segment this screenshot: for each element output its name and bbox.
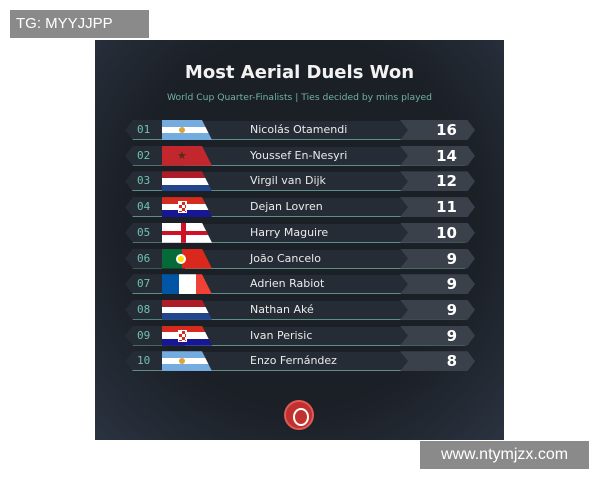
player-name: Enzo Fernández <box>250 354 337 368</box>
table-row: 03 Virgil van Dijk 12 <box>125 171 475 192</box>
row-bar <box>185 352 465 372</box>
rank: 10 <box>137 354 151 368</box>
flag-argentina-icon <box>162 351 212 372</box>
subtitle: World Cup Quarter-Finalists | Ties decid… <box>166 92 433 103</box>
player-name: Nathan Aké <box>250 302 314 316</box>
score-box: 10 <box>400 222 475 243</box>
player-name: Dejan Lovren <box>250 200 323 214</box>
player-name: Ivan Perisic <box>250 328 313 342</box>
score: 16 <box>436 121 457 139</box>
score-box: 12 <box>400 171 475 192</box>
rank: 07 <box>137 277 151 291</box>
player-name: Adrien Rabiot <box>250 277 325 291</box>
score-box: 14 <box>400 145 475 166</box>
score-box: 9 <box>400 299 475 320</box>
flag-croatia-icon <box>162 325 212 346</box>
table-row: 10 Enzo Fernández 8 <box>125 351 475 372</box>
row-bar <box>185 300 465 320</box>
page-title: Most Aerial Duels Won <box>184 62 415 83</box>
flag-croatia-icon <box>162 197 212 218</box>
table-row: 08 Nathan Aké 9 <box>125 299 475 320</box>
rank: 02 <box>137 148 151 162</box>
table-row: 05 Harry Maguire 10 <box>125 222 475 243</box>
row-bar <box>185 146 465 166</box>
player-name: Virgil van Dijk <box>250 174 326 188</box>
player-name: Nicolás Otamendi <box>250 123 348 136</box>
score: 9 <box>446 275 457 294</box>
watermark-bottom-right: www.ntymjzx.com <box>420 441 589 469</box>
rank: 04 <box>137 200 151 214</box>
brand-logo-icon <box>284 400 314 430</box>
score: 14 <box>436 146 457 165</box>
row-bar <box>185 249 465 269</box>
rank: 06 <box>137 251 151 265</box>
rank: 01 <box>137 123 151 136</box>
table-row: 02 ★ Youssef En-Nesyri 14 <box>125 145 475 166</box>
score-box: 9 <box>400 248 475 269</box>
watermark-top-left: TG: MYYJJPP <box>10 10 149 38</box>
score-box: 11 <box>400 197 475 218</box>
score: 9 <box>446 300 457 319</box>
row-bar <box>185 326 465 346</box>
rank: 09 <box>137 328 151 342</box>
table-row: 07 Adrien Rabiot 9 <box>125 274 475 295</box>
score: 9 <box>446 249 457 268</box>
player-name: João Cancelo <box>250 251 321 265</box>
score: 9 <box>446 326 457 345</box>
player-name: Youssef En-Nesyri <box>250 148 348 162</box>
rank: 08 <box>137 302 151 316</box>
table-row: 09 Ivan Perisic 9 <box>125 325 475 346</box>
row-bar <box>185 275 465 295</box>
table-row: 04 Dejan Lovren 11 <box>125 197 475 218</box>
rank: 05 <box>137 225 151 239</box>
leaderboard-card: Most Aerial Duels Won World Cup Quarter-… <box>95 40 504 440</box>
flag-netherlands-icon <box>162 299 212 320</box>
score: 10 <box>436 223 457 242</box>
score-box: 16 <box>400 120 475 140</box>
score: 12 <box>436 172 457 191</box>
score-box: 9 <box>400 325 475 346</box>
row-bar <box>185 198 465 218</box>
flag-morocco-icon: ★ <box>162 145 212 166</box>
flag-portugal-icon <box>162 248 212 269</box>
flag-netherlands-icon <box>162 171 212 192</box>
flag-england-icon <box>162 222 212 243</box>
table-row: 06 João Cancelo 9 <box>125 248 475 269</box>
score: 8 <box>446 352 457 371</box>
row-bar <box>185 121 465 140</box>
table-row: 01 Nicolás Otamendi 16 <box>125 120 475 140</box>
rank: 03 <box>137 174 151 188</box>
score-box: 8 <box>400 351 475 372</box>
row-bar <box>185 172 465 192</box>
score: 11 <box>436 198 457 217</box>
row-bar <box>185 223 465 243</box>
score-box: 9 <box>400 274 475 295</box>
player-name: Harry Maguire <box>250 225 329 239</box>
flag-argentina-icon <box>162 120 212 140</box>
